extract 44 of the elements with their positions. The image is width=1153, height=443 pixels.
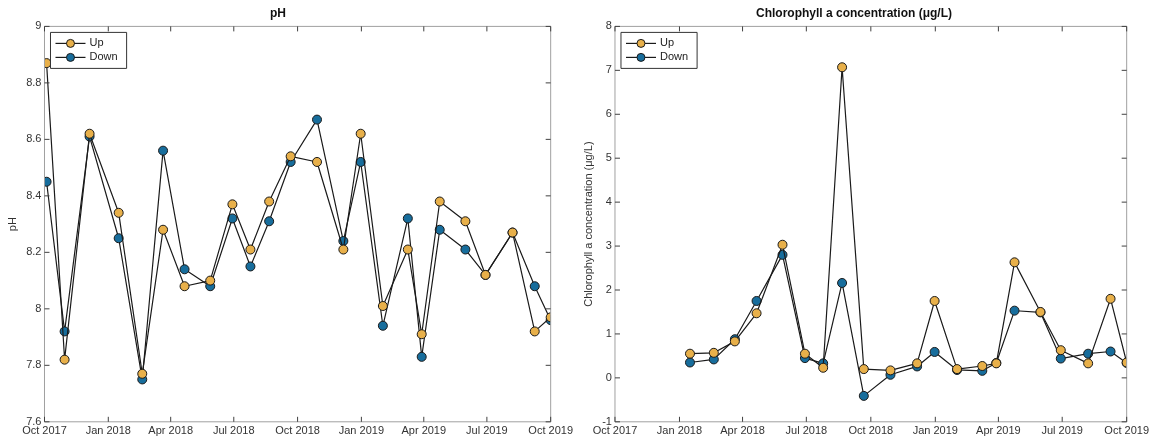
x-tick-label: Oct 2018 [848,424,894,437]
y-tick-label: 7.6 [26,414,42,427]
x-tick-label: Jul 2018 [213,424,255,437]
y-tick-label: 8.2 [26,245,42,258]
y-tick-label: 8.6 [26,132,42,145]
x-tick-label: Oct 2019 [1104,424,1149,437]
y-tick-label: 3 [605,239,612,252]
chart-title: Chlorophyll a concentration (μg/L) [755,5,953,20]
y-tick-label: 5 [605,151,612,164]
y-tick-label: 1 [605,326,612,339]
y-tick-label: 8.4 [26,188,42,201]
y-tick-label: 8 [35,301,42,314]
x-tick-label: Jan 2018 [656,424,703,437]
x-tick-label: Jan 2019 [912,424,958,437]
x-tick-label: Apr 2019 [976,424,1021,437]
x-tick-label: Jul 2018 [785,424,828,437]
y-tick-label: 6 [605,107,612,120]
y-axis-title: pH [5,217,18,232]
x-tick-label: Apr 2019 [401,424,447,437]
y-tick-label: 7 [605,63,612,76]
legend-label: Up [89,36,104,49]
legend-label: Down [89,50,118,63]
x-tick-label: Jan 2019 [338,424,385,437]
x-tick-label: Oct 2017 [592,424,638,437]
legend-label: Up [659,36,675,49]
x-tick-label: Jan 2018 [85,424,131,437]
x-tick-label: Oct 2019 [528,424,573,437]
y-tick-label: 8.8 [26,75,42,88]
y-tick-label: 4 [605,195,612,208]
x-tick-label: Apr 2018 [720,424,765,437]
y-tick-label: 7.8 [26,358,42,371]
x-tick-label: Oct 2018 [275,424,320,437]
y-tick-label: 0 [605,370,612,383]
chart-title: pH [270,5,286,20]
y-tick-label: 8 [605,19,612,32]
y-tick-label: 9 [35,19,42,32]
y-tick-label: 2 [605,283,612,296]
legend-label: Down [659,50,689,63]
x-tick-label: Jul 2019 [1041,424,1083,437]
x-tick-label: Jul 2019 [466,424,508,437]
y-axis-title: Chlorophyll a concentration (μg/L) [581,141,594,307]
x-tick-label: Apr 2018 [148,424,194,437]
y-tick-label: -1 [602,414,612,427]
x-tick-label: Oct 2017 [22,424,67,437]
